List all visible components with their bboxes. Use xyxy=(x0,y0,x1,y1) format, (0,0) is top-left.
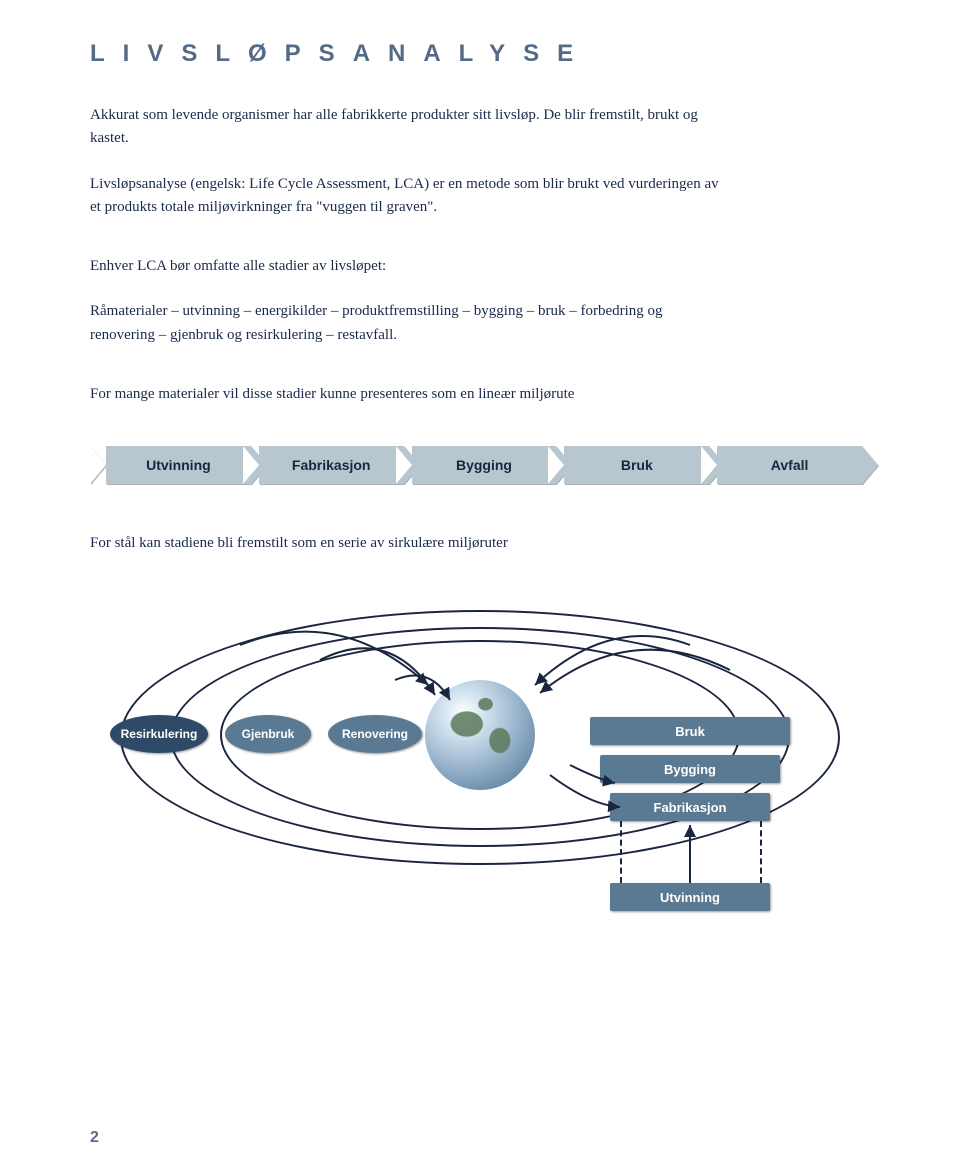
arrow-label: Bygging xyxy=(456,457,512,473)
arrow-label: Fabrikasjon xyxy=(292,457,371,473)
rect-label-text: Fabrikasjon xyxy=(654,800,727,815)
arrow-label: Avfall xyxy=(771,457,809,473)
arrow-segment-bygging: Bygging xyxy=(412,446,557,484)
oval-resirkulering: Resirkulering xyxy=(110,715,208,753)
dashed-connector-left xyxy=(620,821,622,883)
oval-label: Resirkulering xyxy=(121,727,198,741)
oval-label: Renovering xyxy=(342,727,408,741)
linear-route-caption: For mange materialer vil disse stadier k… xyxy=(90,383,730,406)
arrow-segment-fabrikasjon: Fabrikasjon xyxy=(259,446,404,484)
rect-utvinning: Utvinning xyxy=(610,883,770,911)
stages-lead: Enhver LCA bør omfatte alle stadier av l… xyxy=(90,255,730,278)
oval-gjenbruk: Gjenbruk xyxy=(225,715,311,753)
page-number: 2 xyxy=(90,1129,99,1147)
rect-label-text: Bygging xyxy=(664,762,716,777)
circular-diagram: Resirkulering Gjenbruk Renovering Bruk B… xyxy=(90,585,870,945)
oval-renovering: Renovering xyxy=(328,715,422,753)
rect-bygging: Bygging xyxy=(600,755,780,783)
rect-label-text: Utvinning xyxy=(660,890,720,905)
arrow-label: Bruk xyxy=(621,457,653,473)
stages-chain: Råmaterialer – utvinning – energikilder … xyxy=(90,300,730,347)
rect-fabrikasjon: Fabrikasjon xyxy=(610,793,770,821)
arrow-segment-utvinning: Utvinning xyxy=(106,446,251,484)
arrow-segment-bruk: Bruk xyxy=(564,446,709,484)
page-heading: LIVSLØPSANALYSE xyxy=(90,40,870,68)
intro-paragraph-2: Livsløpsanalyse (engelsk: Life Cycle Ass… xyxy=(90,173,730,220)
globe-icon xyxy=(425,680,535,790)
oval-label: Gjenbruk xyxy=(242,727,295,741)
intro-paragraph-1: Akkurat som levende organismer har alle … xyxy=(90,104,730,151)
rect-bruk: Bruk xyxy=(590,717,790,745)
rect-label-text: Bruk xyxy=(675,724,705,739)
linear-arrow-diagram: Utvinning Fabrikasjon Bygging Bruk Avfal… xyxy=(90,446,870,484)
circular-route-caption: For stål kan stadiene bli fremstilt som … xyxy=(90,532,730,555)
dashed-connector-right xyxy=(760,821,762,883)
arrow-segment-avfall: Avfall xyxy=(717,446,862,484)
arrow-label: Utvinning xyxy=(146,457,211,473)
